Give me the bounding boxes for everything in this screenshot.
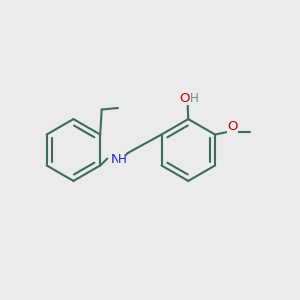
Text: N: N bbox=[111, 153, 120, 166]
Text: H: H bbox=[190, 92, 199, 105]
Text: H: H bbox=[118, 153, 127, 166]
Text: O: O bbox=[179, 92, 189, 105]
Text: O: O bbox=[227, 120, 238, 134]
